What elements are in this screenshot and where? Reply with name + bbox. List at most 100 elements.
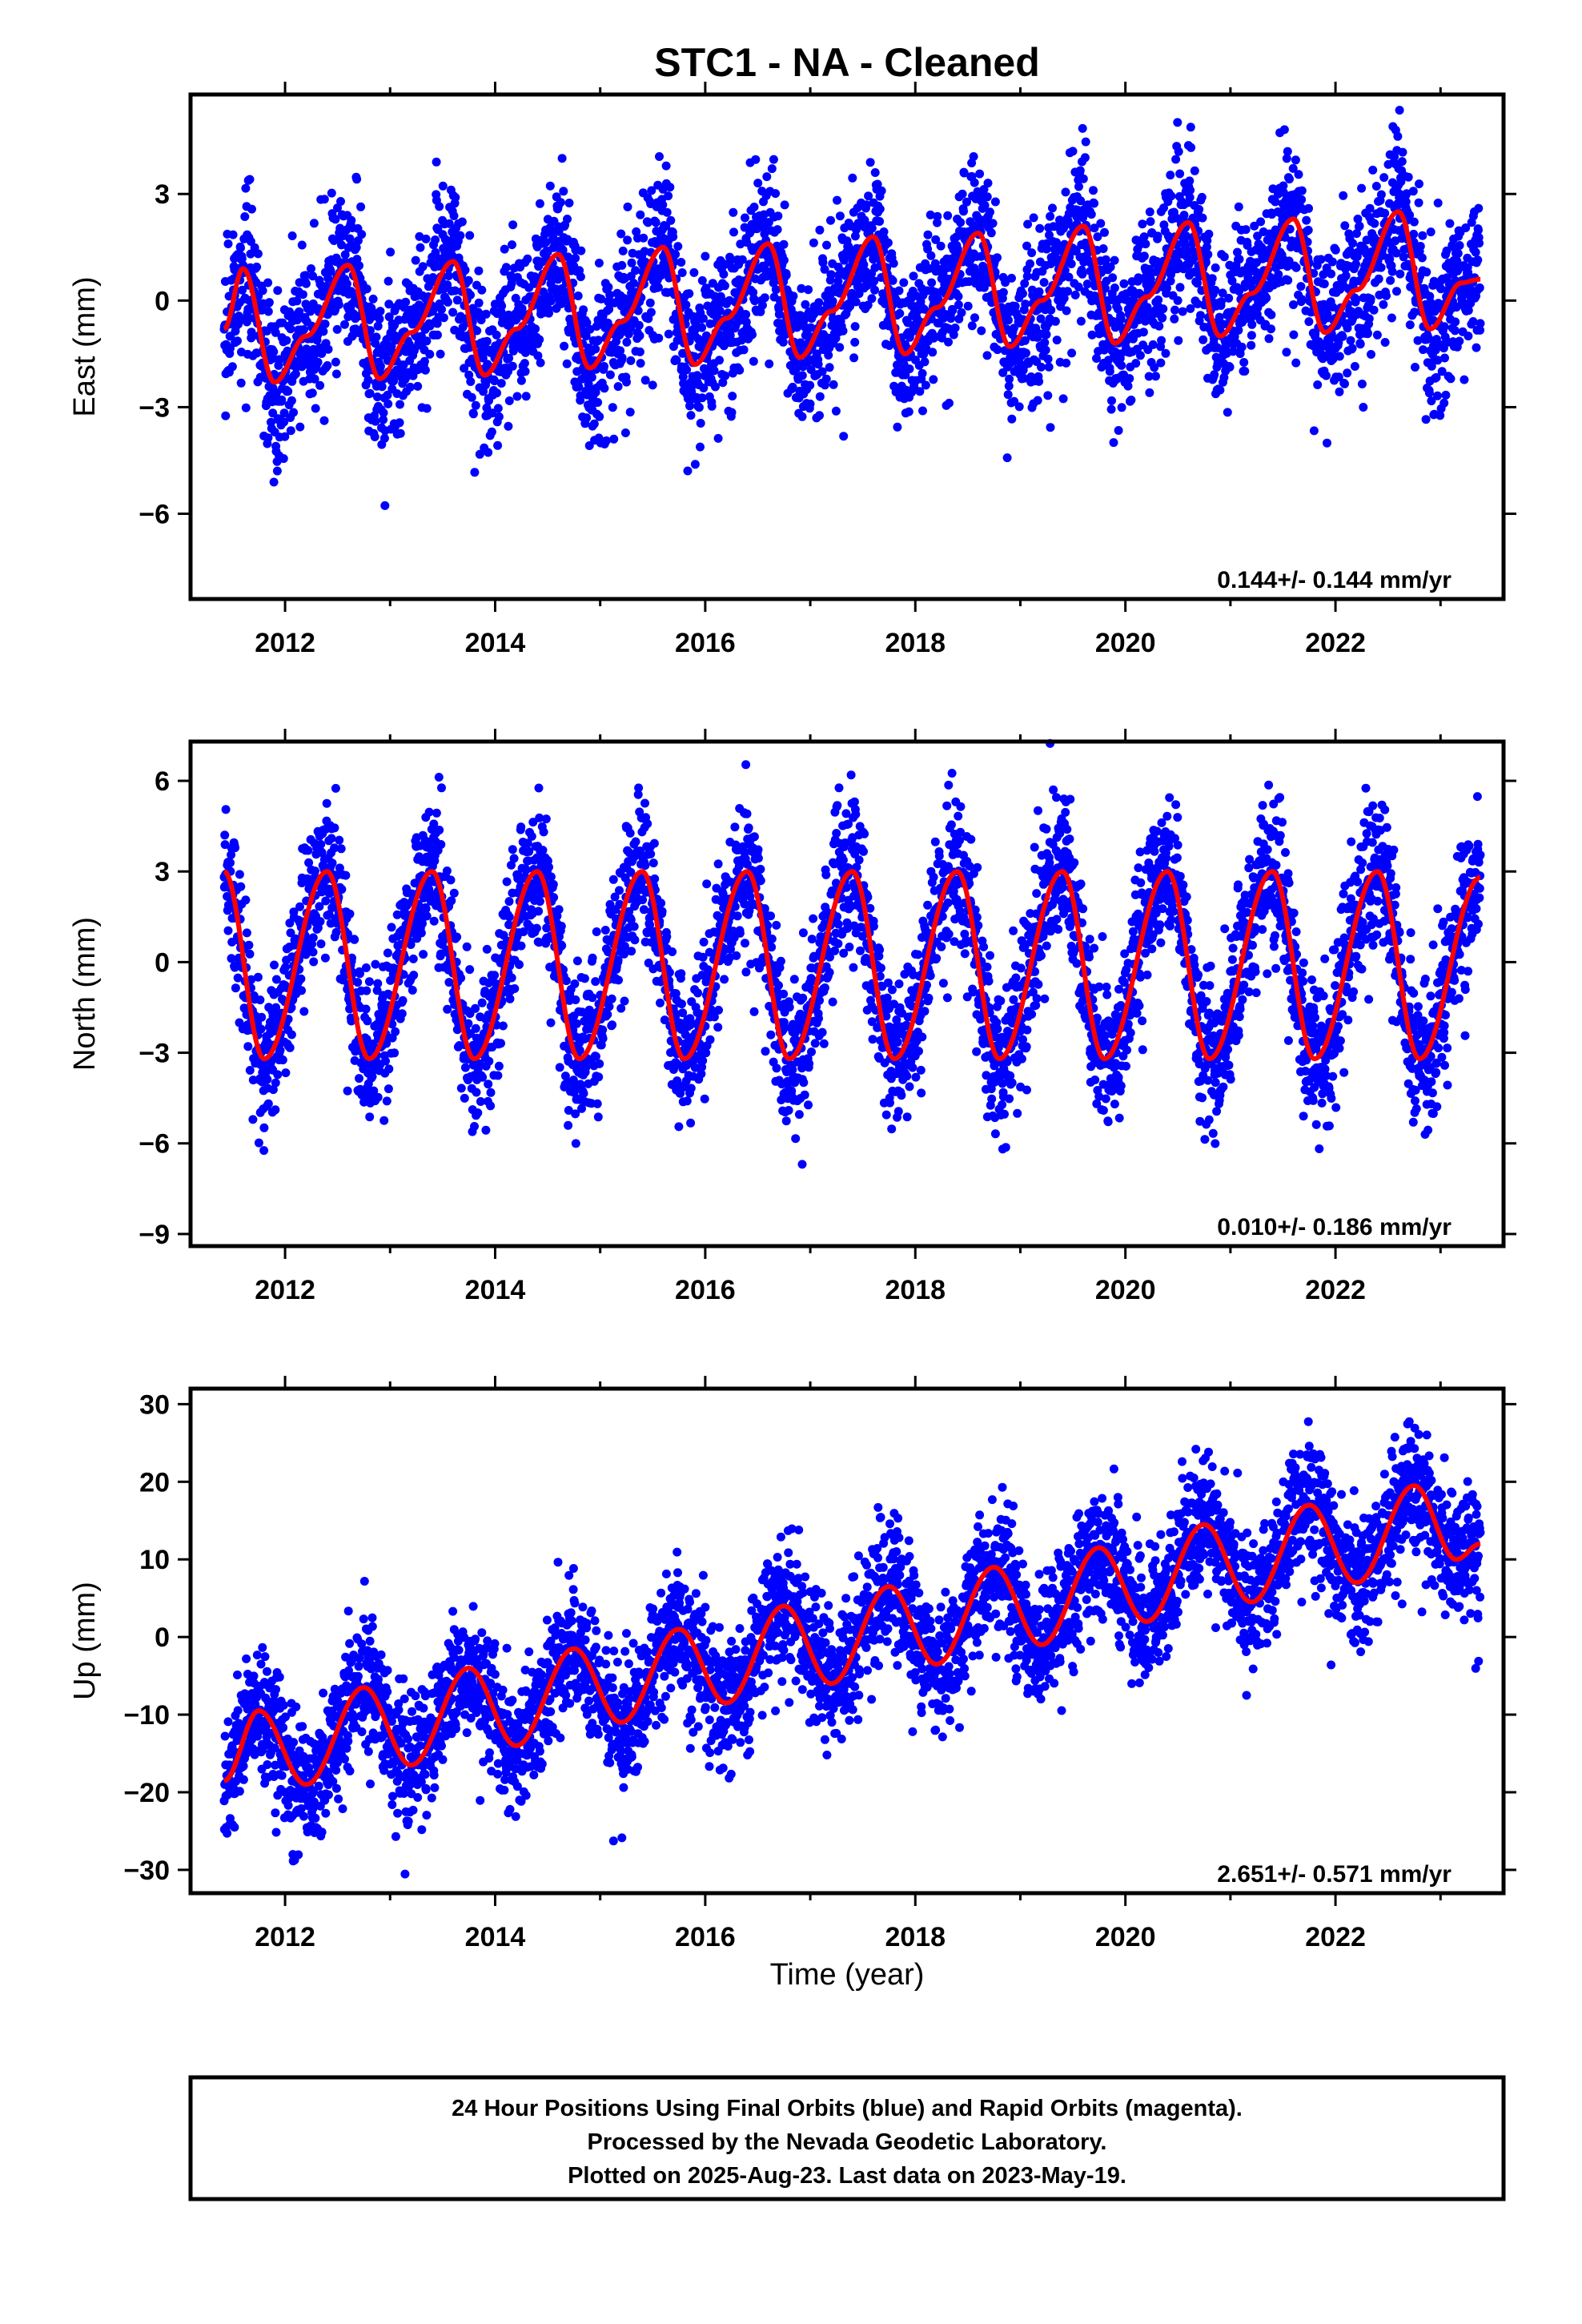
data-point	[444, 271, 453, 280]
data-point	[228, 362, 237, 371]
data-point	[728, 392, 737, 400]
data-point	[1348, 344, 1357, 352]
data-point	[494, 404, 503, 412]
data-point	[263, 279, 272, 287]
data-point	[327, 189, 336, 198]
data-point	[1367, 350, 1375, 359]
data-point	[1406, 320, 1415, 329]
data-point	[604, 283, 612, 292]
data-point	[488, 428, 496, 436]
data-point	[1198, 193, 1207, 202]
data-point	[1146, 207, 1154, 216]
data-point	[1351, 259, 1360, 268]
data-point	[308, 388, 317, 397]
data-point	[741, 310, 750, 319]
data-point	[1174, 296, 1182, 305]
data-point	[1154, 322, 1163, 331]
data-point	[782, 271, 791, 279]
data-point	[1304, 317, 1313, 326]
data-point	[1283, 147, 1292, 156]
data-point	[1170, 315, 1178, 324]
data-point	[677, 258, 685, 267]
data-point	[758, 301, 767, 310]
data-point	[798, 412, 807, 421]
data-point	[710, 366, 719, 375]
data-point	[1370, 306, 1379, 315]
data-point	[623, 235, 632, 244]
data-point	[927, 279, 936, 287]
data-point	[933, 212, 942, 221]
data-point	[1079, 175, 1088, 183]
data-point	[492, 331, 501, 340]
data-point	[593, 398, 602, 407]
data-point	[1053, 336, 1062, 344]
data-point	[1108, 273, 1117, 282]
data-point	[740, 345, 749, 354]
data-point	[669, 232, 677, 241]
data-point	[648, 380, 657, 389]
data-point	[1363, 329, 1372, 338]
data-point	[780, 240, 789, 249]
data-point	[867, 294, 876, 303]
data-point	[970, 179, 979, 187]
data-point	[423, 404, 432, 413]
data-point	[431, 235, 440, 244]
data-point	[835, 343, 844, 352]
data-point	[662, 162, 671, 171]
data-point	[1125, 374, 1134, 383]
data-point	[769, 155, 778, 164]
data-point	[1096, 219, 1105, 228]
data-point	[1203, 250, 1212, 259]
data-point	[921, 357, 930, 366]
data-point	[1186, 186, 1195, 195]
data-point	[379, 408, 388, 417]
data-point	[265, 298, 274, 307]
data-point	[1185, 176, 1194, 185]
data-point	[493, 441, 502, 450]
data-point	[850, 338, 859, 347]
data-point	[814, 298, 823, 307]
data-point	[1425, 388, 1434, 397]
data-point	[918, 369, 927, 378]
data-point	[1410, 218, 1419, 227]
data-point	[815, 226, 824, 235]
data-point	[458, 218, 467, 227]
data-point	[1422, 267, 1431, 276]
data-point	[636, 348, 644, 356]
data-point	[1023, 272, 1032, 281]
data-point	[380, 434, 389, 443]
data-point	[1166, 191, 1175, 200]
data-point	[1335, 352, 1344, 361]
data-point	[1285, 175, 1294, 183]
data-point	[1451, 317, 1460, 326]
data-point	[1037, 363, 1046, 372]
data-point	[504, 422, 512, 431]
data-point	[1226, 363, 1235, 372]
data-point	[371, 432, 379, 441]
data-point	[1343, 368, 1351, 377]
data-point	[298, 241, 307, 250]
data-point	[1271, 198, 1279, 207]
data-point	[363, 284, 371, 293]
data-point	[970, 152, 978, 161]
data-point	[1059, 394, 1068, 403]
data-point	[576, 272, 585, 281]
data-point	[1180, 211, 1189, 219]
data-point	[1145, 388, 1154, 397]
data-point	[1136, 351, 1145, 360]
data-point	[928, 348, 937, 356]
data-point	[558, 154, 567, 163]
data-point	[1004, 390, 1013, 399]
data-point	[876, 205, 885, 214]
data-point	[1078, 124, 1087, 133]
data-point	[622, 378, 631, 387]
data-point	[1204, 230, 1213, 239]
data-point	[1447, 374, 1456, 383]
data-point	[1289, 300, 1298, 309]
data-point	[780, 256, 789, 265]
data-point	[714, 434, 723, 443]
data-point	[1045, 363, 1054, 372]
data-point	[1291, 155, 1300, 164]
data-point	[866, 158, 875, 167]
data-point	[1030, 213, 1038, 222]
